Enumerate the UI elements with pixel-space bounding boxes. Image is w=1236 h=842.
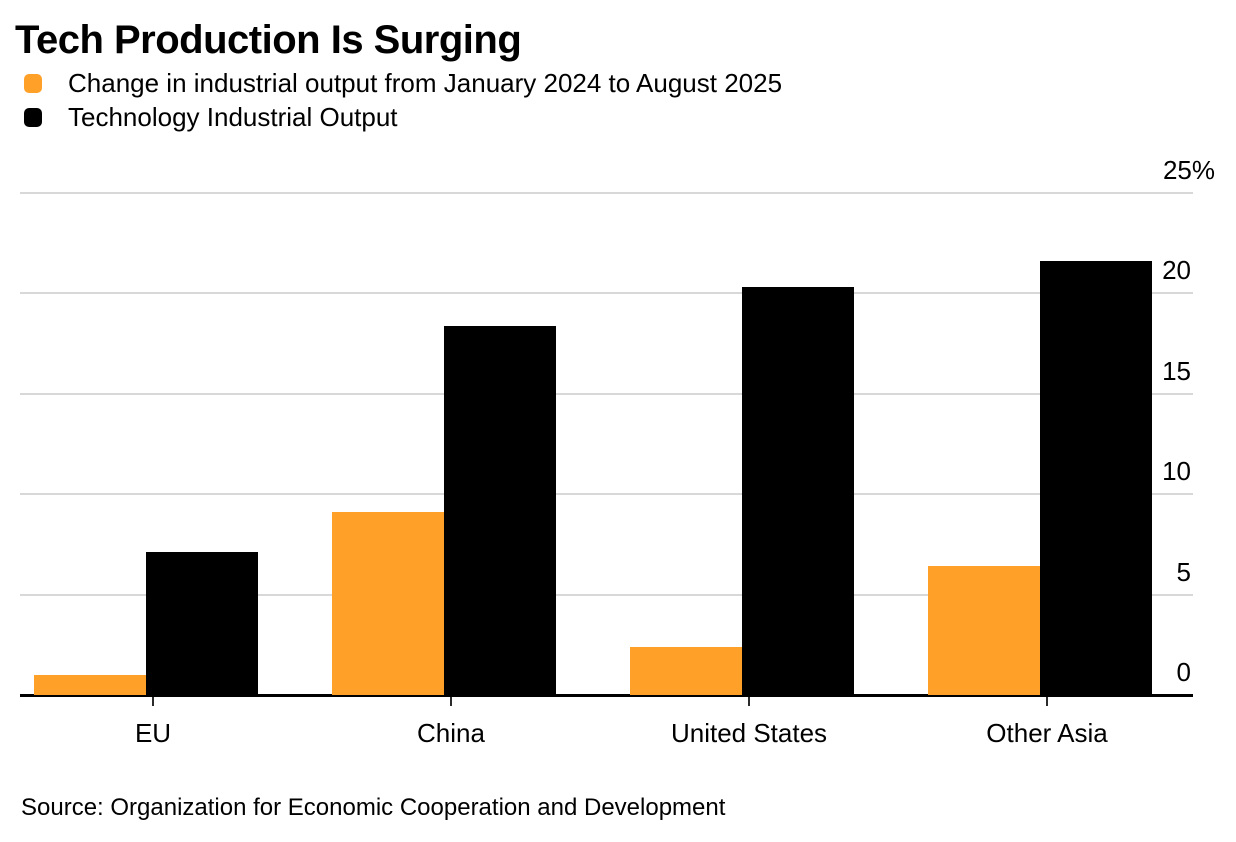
legend-item-tech-output: Technology Industrial Output bbox=[24, 102, 398, 132]
gridline-5 bbox=[20, 593, 1193, 596]
legend-label-tech-output: Technology Industrial Output bbox=[68, 101, 398, 132]
bar-other-asia-tech-output bbox=[1040, 261, 1152, 695]
y-axis-label-25: 25% bbox=[1162, 155, 1215, 185]
x-axis-label-china: China bbox=[417, 718, 485, 748]
source-attribution: Source: Organization for Economic Cooper… bbox=[21, 794, 726, 821]
y-axis-label-0: 0 bbox=[1176, 657, 1191, 687]
y-axis-label-20: 20 bbox=[1162, 255, 1191, 286]
legend-item-change: Change in industrial output from January… bbox=[24, 68, 782, 98]
bar-eu-change bbox=[34, 675, 146, 695]
legend-swatch-black-icon bbox=[24, 107, 42, 127]
y-axis-label-5: 5 bbox=[1176, 556, 1191, 587]
legend-label-change: Change in industrial output from January… bbox=[68, 67, 783, 98]
x-axis-label-other-asia: Other Asia bbox=[986, 718, 1108, 748]
x-axis-tick-china bbox=[450, 697, 452, 706]
legend-swatch-orange-icon bbox=[24, 73, 42, 93]
x-axis-baseline bbox=[20, 694, 1193, 697]
gridline-25 bbox=[20, 192, 1193, 194]
bar-china-tech-output bbox=[444, 326, 556, 695]
x-axis-label-united-states: United States bbox=[670, 718, 828, 748]
x-axis-label-eu: EU bbox=[134, 718, 172, 748]
y-axis-label-10: 10 bbox=[1162, 456, 1191, 487]
gridline-15 bbox=[20, 392, 1193, 395]
y-axis-label-15: 15 bbox=[1162, 355, 1191, 386]
gridline-10 bbox=[20, 493, 1193, 496]
x-axis-tick-other-asia bbox=[1046, 697, 1048, 706]
chart-title: Tech Production Is Surging bbox=[15, 18, 522, 62]
bar-china-change bbox=[332, 512, 444, 695]
x-axis-tick-eu bbox=[152, 697, 154, 706]
x-axis-tick-united-states bbox=[748, 697, 750, 706]
bar-other-asia-change bbox=[928, 566, 1040, 695]
bar-united-states-change bbox=[630, 647, 742, 695]
gridline-20 bbox=[20, 292, 1193, 295]
bar-eu-tech-output bbox=[146, 552, 258, 695]
bar-united-states-tech-output bbox=[742, 287, 854, 695]
